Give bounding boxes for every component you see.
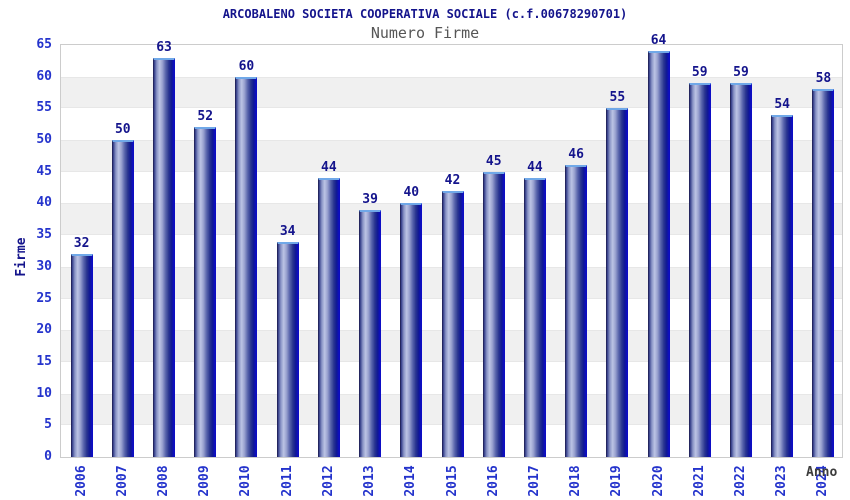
- x-tick-label: 2013: [361, 465, 377, 497]
- bar: [771, 114, 794, 457]
- bar: [235, 76, 258, 457]
- bar: [606, 108, 629, 457]
- x-tick-label: 2017: [526, 465, 542, 497]
- y-tick-label: 5: [44, 417, 52, 433]
- y-tick-label: 10: [36, 385, 52, 401]
- y-tick-label: 35: [36, 227, 52, 243]
- x-tick-label: 2008: [155, 465, 171, 497]
- bar: [565, 165, 588, 457]
- x-tick-label: 2016: [485, 465, 501, 497]
- x-tick-label: 2007: [114, 465, 130, 497]
- y-tick-label: 45: [36, 163, 52, 179]
- bar-value-label: 32: [73, 236, 90, 252]
- bar-value-label: 44: [321, 160, 337, 176]
- y-tick-label: 20: [36, 322, 52, 338]
- chart-title: ARCOBALENO SOCIETA COOPERATIVA SOCIALE (…: [222, 7, 628, 21]
- bar: [482, 171, 505, 457]
- bar: [70, 254, 93, 457]
- x-tick-label: 2010: [237, 465, 253, 497]
- bar: [441, 190, 464, 457]
- bar: [729, 83, 752, 457]
- y-tick-label: 0: [44, 449, 52, 464]
- y-tick-label: 25: [36, 290, 52, 306]
- bar: [812, 89, 835, 457]
- y-tick-label: 65: [36, 37, 52, 52]
- bar: [153, 57, 176, 457]
- bar: [111, 140, 134, 457]
- bar: [194, 127, 217, 457]
- y-tick-label: 15: [36, 353, 52, 369]
- x-axis-label: Anno: [806, 465, 838, 480]
- x-tick-label: 2014: [402, 465, 418, 497]
- bar: [276, 241, 299, 457]
- bar-value-label: 42: [444, 172, 461, 188]
- bar: [359, 209, 382, 457]
- bar-value-label: 44: [527, 160, 543, 176]
- bar: [688, 83, 711, 457]
- x-tick-label: 2021: [691, 465, 707, 497]
- plot-area: 32 50 63 52 60 34 44 39 40 42 45 44 46 55 64 59 59 54 58: [60, 34, 843, 458]
- bar-value-label: 52: [197, 109, 214, 125]
- bar-value-label: 59: [733, 65, 749, 81]
- grid-band: [61, 76, 842, 109]
- bar: [400, 203, 423, 457]
- x-tick-label: 2020: [650, 465, 666, 497]
- x-tick-label: 2009: [196, 465, 212, 497]
- bar-value-label: 34: [279, 223, 296, 239]
- x-tick-label: 2011: [279, 465, 295, 497]
- bar-value-label: 60: [238, 58, 255, 74]
- bar: [523, 178, 546, 457]
- bar-value-label: 59: [691, 65, 708, 81]
- y-tick-label: 40: [36, 195, 52, 211]
- bar-value-label: 55: [609, 90, 626, 106]
- x-tick-label: 2015: [444, 465, 459, 497]
- x-tick-label: 2022: [732, 465, 748, 497]
- y-tick-label: 55: [36, 100, 52, 116]
- x-tick-label: 2019: [608, 465, 624, 497]
- bar-value-label: 46: [568, 147, 584, 163]
- bar-value-label: 39: [362, 191, 378, 207]
- x-tick-label: 2023: [773, 465, 789, 497]
- bar-value-label: 63: [156, 39, 172, 55]
- grid-band: [61, 140, 842, 172]
- bar-value-label: 40: [403, 185, 420, 201]
- chart-subtitle: Numero Firme: [370, 24, 480, 42]
- bar-value-label: 45: [485, 153, 502, 169]
- bar: [647, 51, 670, 457]
- y-tick-label: 30: [36, 258, 52, 274]
- bar: [317, 178, 340, 457]
- bar-value-label: 58: [815, 71, 832, 87]
- bar-value-label: 64: [650, 33, 667, 49]
- bar-value-label: 50: [114, 122, 131, 138]
- x-tick-label: 2012: [320, 465, 336, 497]
- y-tick-label: 50: [36, 132, 52, 148]
- x-tick-label: 2006: [73, 465, 89, 497]
- y-tick-label: 60: [36, 68, 52, 84]
- x-tick-label: 2018: [567, 465, 583, 497]
- bar-value-label: 54: [774, 96, 790, 112]
